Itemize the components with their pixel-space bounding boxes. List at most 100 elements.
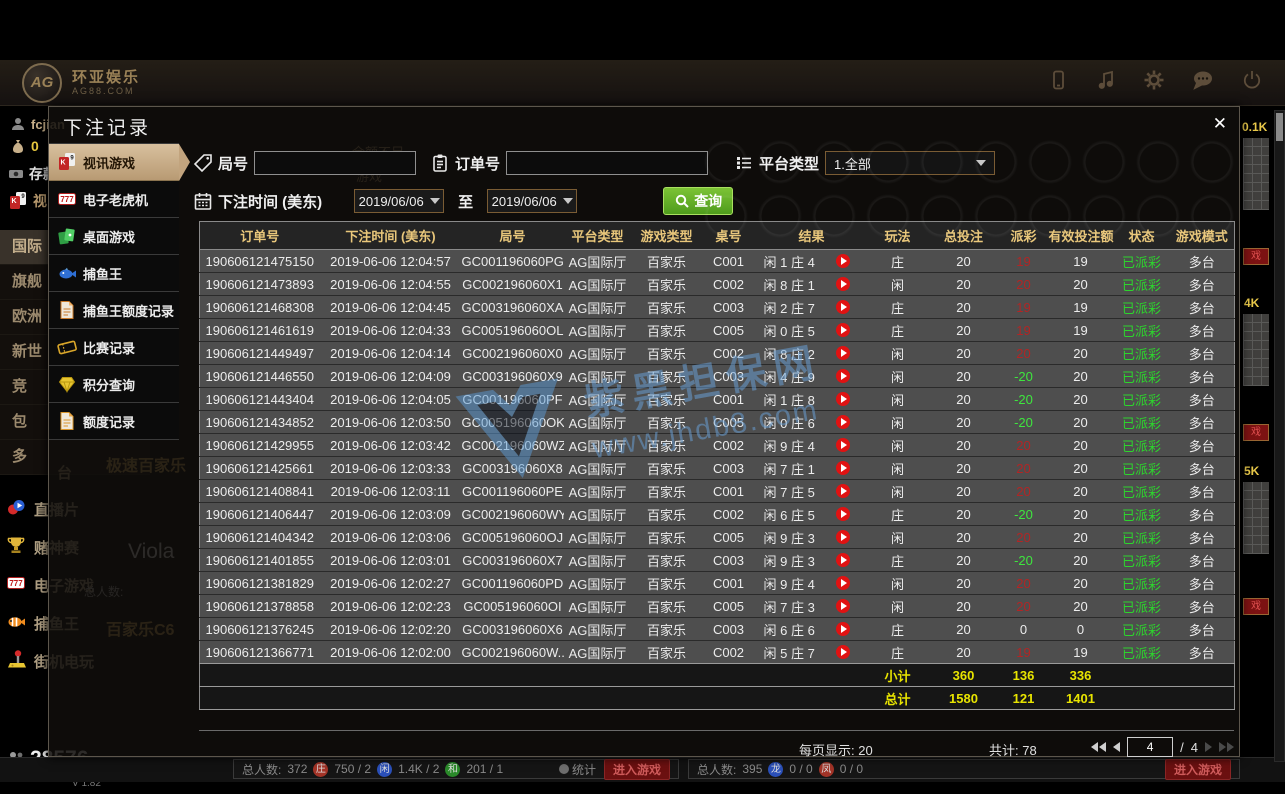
order-number-input[interactable] xyxy=(506,151,709,175)
table-cell: 190606121381829 xyxy=(199,571,320,595)
enter-button-fragment: 戏 xyxy=(1243,424,1269,441)
page-input[interactable] xyxy=(1127,737,1174,757)
table-cell: 百家乐 xyxy=(631,295,702,319)
table-cell: 多台 xyxy=(1169,617,1235,641)
sidebar-item-捕鱼王[interactable]: 捕鱼王 xyxy=(49,255,179,292)
play-icon[interactable] xyxy=(835,622,850,636)
table-cell: AG国际厅 xyxy=(563,640,632,664)
table-cell: 20 xyxy=(927,272,1000,296)
status-cell: 已派彩 xyxy=(1113,640,1170,664)
dialog-title: 下注记录 xyxy=(63,118,152,139)
play-icon[interactable] xyxy=(835,576,850,590)
sidebar-item-额度记录[interactable]: 额度记录 xyxy=(49,403,179,440)
phoenix-badge: 凤 xyxy=(818,761,834,777)
table-cell: 190606121443404 xyxy=(199,387,320,411)
table-cell: C001 xyxy=(701,571,756,595)
lobby-scrollbar[interactable] xyxy=(1274,110,1285,762)
play-icon[interactable] xyxy=(835,438,850,452)
sidebar-item-桌面游戏[interactable]: 桌面游戏 xyxy=(49,218,179,255)
table-row: 190606121404342 2019-06-06 12:03:06 GC0051… xyxy=(199,525,1235,549)
table-cell: GC001196060PF xyxy=(461,387,564,411)
round-number-input[interactable] xyxy=(254,151,417,175)
table-cell: 190606121376245 xyxy=(199,617,320,641)
enter-game-button[interactable]: 进入游戏 xyxy=(1164,758,1231,780)
play-icon[interactable] xyxy=(835,530,850,544)
table-cell: 190606121425661 xyxy=(199,456,320,480)
table-row: 190606121366771 2019-06-06 12:02:00 GC0021… xyxy=(199,640,1235,664)
play-icon[interactable] xyxy=(835,392,850,406)
scrollbar-thumb[interactable] xyxy=(1276,113,1283,141)
date-to-picker[interactable]: 2019/06/06 xyxy=(487,189,578,213)
last-page-button[interactable] xyxy=(1219,742,1234,752)
close-icon[interactable]: ✕ xyxy=(1212,114,1227,133)
table-cell: AG国际厅 xyxy=(563,525,632,549)
table-cell: 百家乐 xyxy=(631,594,702,618)
play-icon[interactable] xyxy=(835,300,850,314)
status-cell: 已派彩 xyxy=(1113,341,1170,365)
chat-icon[interactable] xyxy=(1191,69,1215,96)
result-cell: 闲 4 庄 9 xyxy=(755,364,868,388)
phone-icon[interactable] xyxy=(1047,69,1069,96)
play-icon[interactable] xyxy=(835,599,850,613)
sidebar-item-电子老虎机[interactable]: 777 电子老虎机 xyxy=(49,181,179,218)
first-page-button[interactable] xyxy=(1091,742,1107,752)
result-text: 闲 9 庄 3 xyxy=(763,530,815,546)
payout-cell: 20 xyxy=(999,272,1048,296)
play-icon[interactable] xyxy=(835,346,850,360)
table-cell: 闲 xyxy=(867,341,928,365)
power-icon[interactable] xyxy=(1241,69,1263,96)
tie-badge: 和 xyxy=(445,761,461,777)
enter-game-button[interactable]: 进入游戏 xyxy=(603,758,670,780)
play-icon[interactable] xyxy=(835,277,850,291)
play-icon[interactable] xyxy=(835,415,850,429)
payout-cell: 20 xyxy=(999,525,1048,549)
payout-cell: 20 xyxy=(999,456,1048,480)
status-cell: 已派彩 xyxy=(1113,272,1170,296)
payout-cell: 19 xyxy=(999,640,1048,664)
sidebar-item-视讯游戏[interactable]: 9 K 视讯游戏 xyxy=(49,144,190,181)
result-cell: 闲 1 庄 4 xyxy=(755,249,868,273)
result-text: 闲 0 庄 5 xyxy=(763,323,815,339)
play-icon[interactable] xyxy=(835,369,850,383)
play-icon[interactable] xyxy=(835,645,850,659)
magnifier-icon xyxy=(675,194,689,208)
play-icon[interactable] xyxy=(835,323,850,337)
table-cell: 2019-06-06 12:03:01 xyxy=(319,548,462,572)
gear-icon[interactable] xyxy=(1143,69,1165,96)
sidebar-item-积分查询[interactable]: 积分查询 xyxy=(49,366,179,403)
table-cell: 20 xyxy=(927,525,1000,549)
stats-button[interactable]: 统计 xyxy=(558,761,596,778)
user-balance: 0 xyxy=(10,138,39,154)
search-button[interactable]: 查询 xyxy=(663,187,734,215)
music-icon[interactable] xyxy=(1095,69,1117,96)
play-icon[interactable] xyxy=(835,461,850,475)
play-icon[interactable] xyxy=(835,507,850,521)
status-cell: 已派彩 xyxy=(1113,571,1170,595)
sidebar-item-捕鱼王额度记录[interactable]: 捕鱼王额度记录 xyxy=(49,292,179,329)
table-cell: 20 xyxy=(927,571,1000,595)
table-cell: 闲 xyxy=(867,433,928,457)
table-cell: 百家乐 xyxy=(631,548,702,572)
date-from-picker[interactable]: 2019/06/06 xyxy=(354,189,445,213)
play-icon[interactable] xyxy=(835,484,850,498)
sidebar-item-比赛记录[interactable]: 比赛记录 xyxy=(49,329,179,366)
per-page-label: 每页显示: 20 xyxy=(799,743,873,758)
result-cell: 闲 7 庄 3 xyxy=(755,594,868,618)
play-icon[interactable] xyxy=(835,254,850,268)
play-icon[interactable] xyxy=(835,553,850,567)
result-cell: 闲 9 庄 3 xyxy=(755,525,868,549)
table-cell: 20 xyxy=(927,318,1000,342)
table-cell: GC002196060W... xyxy=(461,640,564,664)
sidebar-item-label: 比赛记录 xyxy=(83,340,136,356)
table-cell: 多台 xyxy=(1169,502,1235,526)
table-cell: C002 xyxy=(701,433,756,457)
prev-page-button[interactable] xyxy=(1113,742,1121,752)
platform-type-select[interactable]: 1.全部 xyxy=(825,151,996,175)
table-cell: C002 xyxy=(701,341,756,365)
payout-cell: 19 xyxy=(999,295,1048,319)
next-page-button[interactable] xyxy=(1205,742,1212,752)
payout-cell: -20 xyxy=(999,548,1048,572)
table-row: 190606121401855 2019-06-06 12:03:01 GC0031… xyxy=(199,548,1235,572)
table-cell: 百家乐 xyxy=(631,571,702,595)
